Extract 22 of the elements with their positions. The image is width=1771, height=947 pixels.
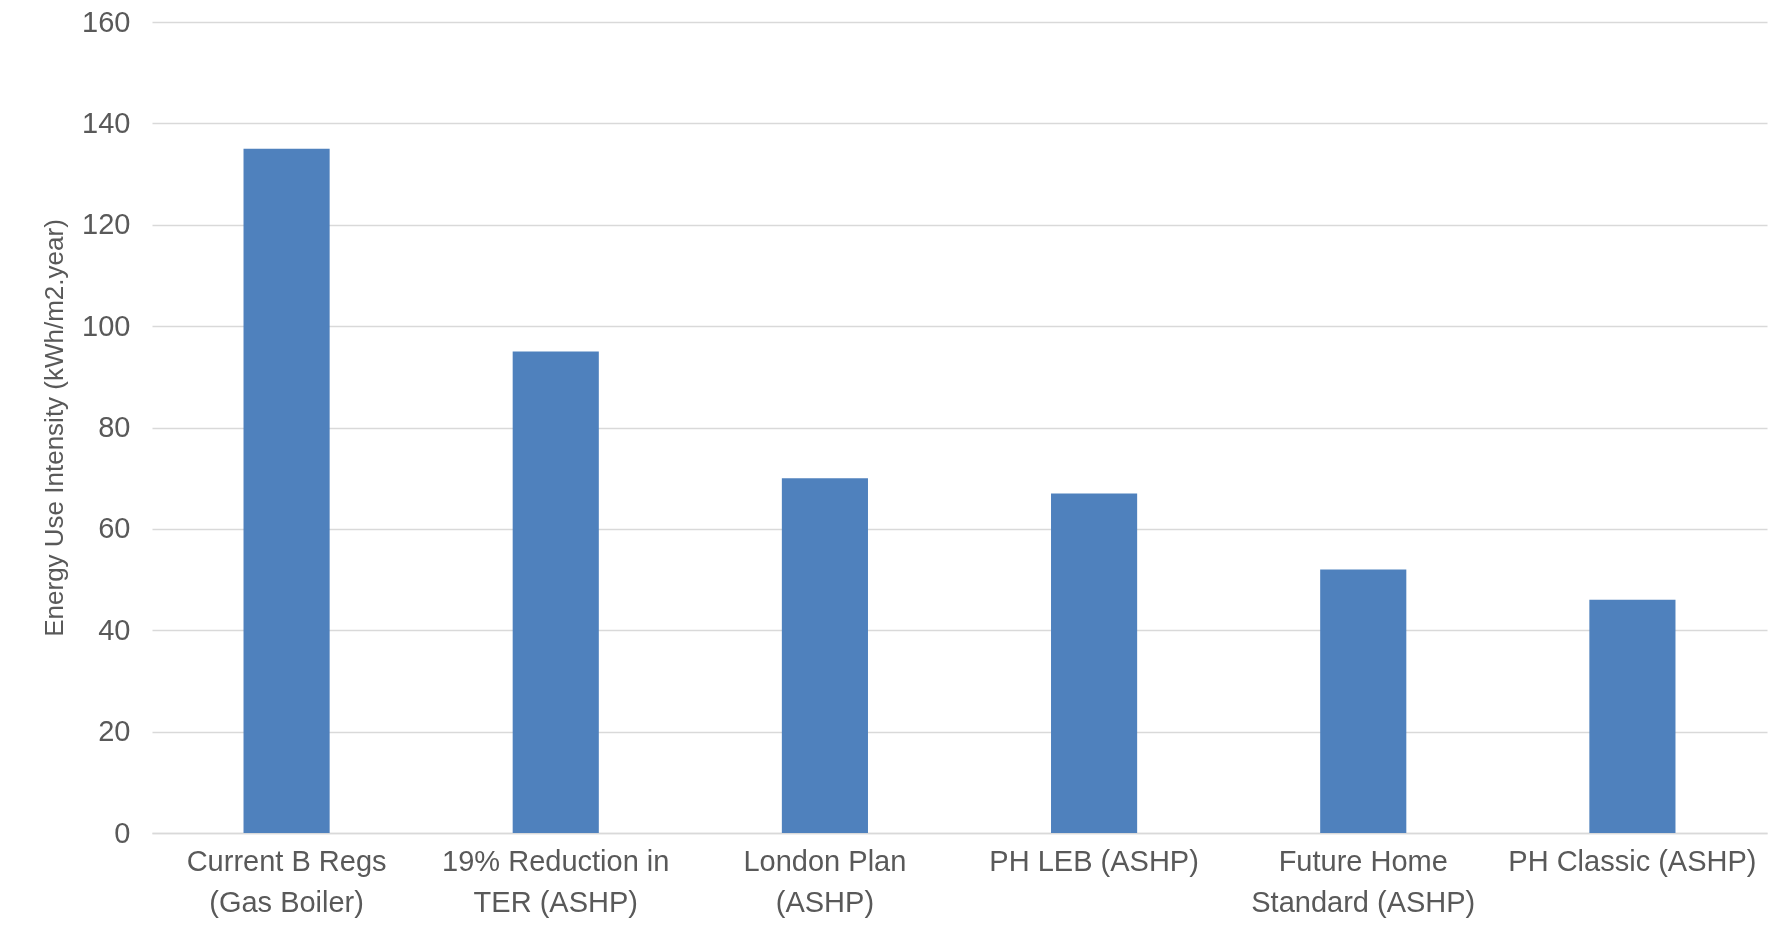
y-tick-label: 80 bbox=[98, 411, 131, 443]
bar bbox=[781, 478, 868, 833]
bar bbox=[243, 148, 330, 833]
x-tick-label: PH Classic (ASHP) bbox=[1508, 844, 1757, 877]
bar bbox=[1051, 493, 1138, 833]
y-tick-label: 0 bbox=[114, 816, 131, 849]
y-tick-label: 120 bbox=[82, 208, 131, 241]
y-tick-label: 40 bbox=[98, 613, 131, 646]
y-axis-title: Energy Use Intensity (kWh/m2.year) bbox=[39, 219, 70, 637]
bar bbox=[1320, 569, 1407, 833]
y-tick-label: 160 bbox=[82, 5, 131, 38]
y-tick-label: 20 bbox=[98, 715, 131, 748]
y-tick-label: 60 bbox=[98, 512, 131, 545]
x-tick-label: 19% Reduction in TER (ASHP) bbox=[442, 844, 670, 918]
x-tick-label: London Plan (ASHP) bbox=[743, 844, 907, 918]
bar bbox=[512, 351, 599, 833]
bar bbox=[1589, 599, 1676, 833]
x-tick-label: Current B Regs (Gas Boiler) bbox=[186, 844, 387, 918]
x-tick-label: Future Home Standard (ASHP) bbox=[1251, 844, 1476, 918]
x-tick-label: PH LEB (ASHP) bbox=[989, 844, 1199, 877]
y-tick-label: 140 bbox=[82, 106, 131, 139]
y-tick-label: 100 bbox=[82, 309, 131, 342]
